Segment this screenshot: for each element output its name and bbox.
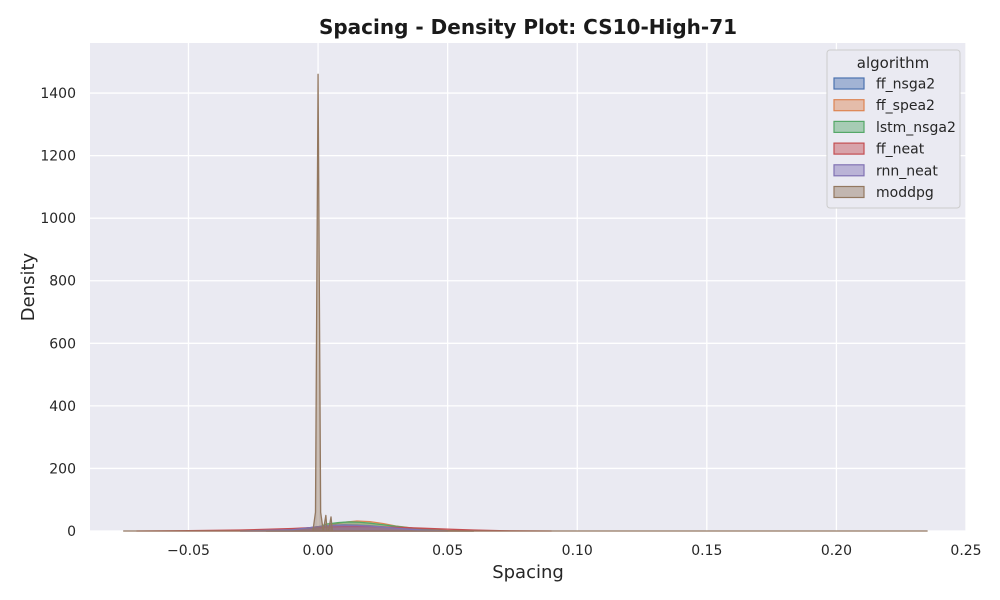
x-tick-label: 0.00 [302, 543, 333, 559]
x-tick-label: 0.15 [691, 543, 722, 559]
legend: algorithm ff_nsga2ff_spea2lstm_nsga2ff_n… [826, 49, 961, 209]
legend-swatch-ff_spea2 [833, 99, 865, 112]
legend-swatch-lstm_nsga2 [833, 120, 865, 134]
x-tick-label: −0.05 [167, 543, 210, 559]
legend-label-moddpg: moddpg [876, 185, 934, 201]
x-tick-label: 0.25 [950, 543, 981, 559]
y-tick-label: 1000 [40, 211, 76, 227]
legend-swatch-ff_neat [833, 142, 865, 155]
legend-label-rnn_neat: rnn_neat [876, 163, 938, 179]
density-area-moddpg [123, 73, 928, 532]
legend-swatch-ff_nsga2 [833, 77, 865, 90]
legend-label-ff_neat: ff_neat [876, 142, 925, 158]
legend-label-ff_nsga2: ff_nsga2 [876, 77, 935, 93]
legend-label-ff_spea2: ff_spea2 [876, 98, 935, 114]
y-tick-label: 1200 [40, 149, 76, 165]
density-areas [123, 73, 928, 532]
y-tick-label: 800 [49, 274, 76, 290]
legend-title: algorithm [857, 54, 929, 72]
y-tick-label: 400 [49, 399, 76, 415]
x-axis-ticks: −0.05 0.00 0.05 0.10 0.15 0.20 0.25 [167, 543, 982, 559]
x-tick-label: 0.05 [432, 543, 463, 559]
y-axis-label: Density [18, 252, 39, 321]
legend-label-lstm_nsga2: lstm_nsga2 [876, 120, 956, 136]
x-axis-label: Spacing [492, 562, 564, 583]
plot-background [90, 43, 966, 531]
chart-title: Spacing - Density Plot: CS10-High-71 [319, 15, 737, 39]
legend-items: ff_nsga2 ff_spea2 lstm_nsga2 ff_neat rnn_nea… [833, 77, 956, 201]
y-tick-label: 0 [67, 524, 76, 540]
legend-swatch-moddpg [833, 185, 865, 199]
y-axis-ticks: 0 200 400 600 800 1000 1200 1400 [40, 86, 76, 540]
x-tick-label: 0.10 [562, 543, 593, 559]
y-tick-label: 600 [49, 336, 76, 352]
y-tick-label: 1400 [40, 86, 76, 102]
legend-swatch-rnn_neat [833, 164, 865, 177]
y-tick-label: 200 [49, 461, 76, 477]
x-tick-label: 0.20 [821, 543, 852, 559]
